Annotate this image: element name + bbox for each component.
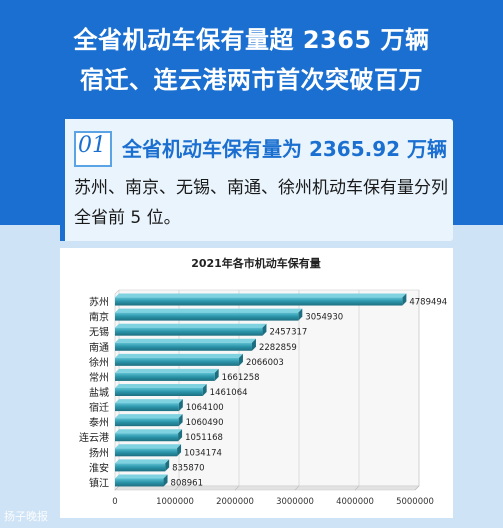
y-category-label: 泰州 bbox=[89, 416, 109, 429]
chart-panel: 2021年各市机动车保有量 0 1000000 2000000 3000000 4000… bbox=[60, 248, 453, 518]
card-text-line-2: 全省前 5 位。 bbox=[74, 208, 181, 228]
bar bbox=[115, 372, 215, 381]
bar bbox=[115, 297, 403, 306]
section-badge-box bbox=[74, 131, 112, 167]
bar bbox=[115, 342, 252, 351]
y-category-label: 苏州 bbox=[89, 296, 109, 309]
bar-chart: 2021年各市机动车保有量 0 1000000 2000000 3000000 4000… bbox=[79, 256, 447, 507]
bar-top bbox=[115, 353, 243, 358]
y-category-label: 盐城 bbox=[89, 386, 109, 399]
summary-card: 01 全省机动车保有量为 2365.92 万辆 苏州、南京、无锡、南通、徐州机动… bbox=[60, 119, 453, 241]
y-category-label: 镇江 bbox=[89, 476, 109, 489]
y-category-label: 南京 bbox=[89, 311, 109, 324]
y-category-label: 无锡 bbox=[89, 326, 109, 339]
gridline-floor bbox=[234, 485, 240, 491]
bar bbox=[115, 388, 203, 396]
data-label: 1034174 bbox=[184, 448, 222, 458]
bar bbox=[115, 463, 166, 472]
bar-top bbox=[115, 429, 183, 434]
x-tick-label: 5000000 bbox=[396, 497, 434, 507]
y-category-label: 宿迁 bbox=[89, 401, 109, 414]
data-label: 1060490 bbox=[186, 418, 224, 428]
data-label: 808961 bbox=[171, 478, 203, 488]
data-label: 1064100 bbox=[186, 403, 224, 413]
bar-top bbox=[115, 474, 168, 479]
bar bbox=[115, 478, 164, 487]
bar-end bbox=[163, 474, 168, 487]
bar-end bbox=[177, 444, 182, 457]
y-category-label: 徐州 bbox=[89, 356, 109, 369]
bar bbox=[115, 357, 239, 366]
data-label: 2282859 bbox=[259, 343, 297, 353]
gridline-floor bbox=[174, 485, 180, 491]
y-category-label: 南通 bbox=[89, 341, 109, 354]
data-label: 1051168 bbox=[185, 433, 223, 443]
data-label: 835870 bbox=[172, 463, 204, 473]
data-label: 2457317 bbox=[269, 328, 307, 338]
data-label: 4789494 bbox=[409, 298, 447, 308]
bar-top bbox=[115, 384, 207, 388]
data-label: 1661258 bbox=[222, 373, 260, 383]
x-tick-label: 0 bbox=[112, 497, 117, 507]
bar bbox=[115, 418, 179, 427]
bar-end bbox=[251, 338, 256, 351]
card-accent-bar bbox=[60, 119, 65, 241]
y-category-label: 扬州 bbox=[89, 446, 109, 459]
bar-top bbox=[115, 338, 256, 343]
bar-end bbox=[178, 414, 183, 427]
bar-end bbox=[262, 323, 267, 336]
bar-end bbox=[402, 293, 407, 306]
y-category-label: 常州 bbox=[89, 371, 109, 384]
bar-end bbox=[214, 368, 219, 381]
plot-floor bbox=[114, 485, 420, 491]
bar-top bbox=[115, 444, 182, 449]
section-badge-number: 01 bbox=[78, 133, 106, 158]
bar-top bbox=[115, 414, 183, 419]
bar-top bbox=[115, 293, 407, 298]
x-tick-label: 4000000 bbox=[336, 497, 374, 507]
watermark-text: 扬子晚报 bbox=[4, 510, 48, 523]
bar bbox=[115, 327, 263, 336]
chart-title: 2021年各市机动车保有量 bbox=[191, 256, 321, 270]
x-tick-label: 1000000 bbox=[156, 497, 194, 507]
y-category-label: 淮安 bbox=[89, 461, 109, 474]
gridline-floor bbox=[354, 485, 360, 491]
bar-top bbox=[115, 308, 303, 313]
bar-end bbox=[165, 459, 170, 472]
bar-end bbox=[178, 399, 183, 412]
bar-end bbox=[202, 384, 207, 396]
card-text-line-1: 苏州、南京、无锡、南通、徐州机动车保有量分列 bbox=[74, 178, 448, 198]
bar-top bbox=[115, 323, 267, 328]
bar-top bbox=[115, 399, 183, 404]
bar bbox=[115, 433, 179, 442]
y-category-label: 连云港 bbox=[79, 431, 109, 444]
data-label: 3054930 bbox=[305, 313, 343, 323]
data-label: 1461064 bbox=[210, 388, 248, 398]
x-tick-label: 3000000 bbox=[276, 497, 314, 507]
gridline-floor bbox=[294, 485, 300, 491]
gridline-floor bbox=[414, 485, 420, 491]
headline-line-1: 全省机动车保有量超 2365 万辆 bbox=[73, 26, 430, 54]
card-title: 全省机动车保有量为 2365.92 万辆 bbox=[122, 137, 448, 161]
headline-line-2: 宿迁、连云港两市首次突破百万 bbox=[80, 66, 423, 94]
bar-end bbox=[298, 308, 303, 321]
x-tick-label: 2000000 bbox=[216, 497, 254, 507]
bar bbox=[115, 312, 299, 321]
bar-end bbox=[238, 353, 243, 366]
bar bbox=[115, 403, 179, 412]
bar-end bbox=[178, 429, 183, 442]
bar-top bbox=[115, 368, 219, 373]
data-label: 2066003 bbox=[246, 358, 284, 368]
bar-top bbox=[115, 459, 170, 464]
gridline-floor bbox=[114, 485, 120, 491]
bar bbox=[115, 448, 178, 457]
